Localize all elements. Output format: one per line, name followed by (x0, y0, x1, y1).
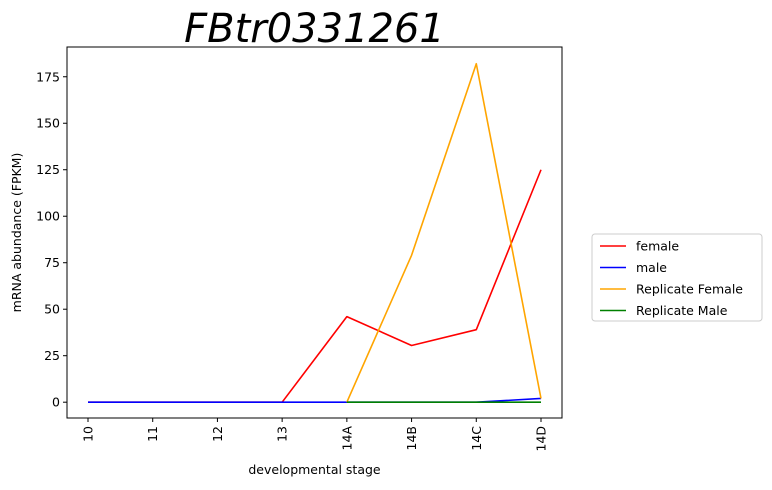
x-axis-label: developmental stage (248, 462, 381, 477)
x-tick-label: 14C (469, 426, 484, 451)
x-tick-label: 14B (404, 426, 419, 450)
series-line-replicate-female (346, 62, 542, 403)
y-tick-label: 25 (44, 348, 60, 363)
legend: female male Replicate Female Replicate Male (591, 233, 763, 322)
x-tick-label: 10 (81, 426, 96, 442)
legend-label: male (636, 260, 667, 275)
legend-label: Replicate Male (636, 303, 728, 318)
y-axis: 0 25 50 75 100 125 150 175 (36, 69, 67, 410)
plot-frame (66, 46, 563, 419)
x-tick-label: 14A (339, 426, 354, 451)
y-tick-label: 50 (44, 302, 60, 317)
legend-box (591, 233, 763, 322)
series-layer (88, 62, 542, 403)
y-axis-label: mRNA abundance (FPKM) (9, 153, 24, 313)
x-tick-label: 12 (210, 426, 225, 442)
legend-label: female (636, 239, 679, 254)
y-tick-label: 150 (36, 116, 60, 131)
x-axis: 10 11 12 13 14A 14B 14C 14D (81, 418, 549, 452)
x-tick-label: 14D (534, 426, 549, 452)
chart-title: FBtr0331261 (184, 6, 445, 52)
x-tick-label: 11 (145, 426, 160, 442)
y-tick-label: 75 (44, 255, 60, 270)
y-tick-label: 175 (36, 69, 60, 84)
y-tick-label: 125 (36, 162, 60, 177)
series-line-female (88, 169, 542, 403)
x-tick-label: 13 (275, 426, 290, 442)
y-tick-label: 100 (36, 209, 60, 224)
y-tick-label: 0 (52, 395, 60, 410)
legend-label: Replicate Female (636, 282, 743, 297)
